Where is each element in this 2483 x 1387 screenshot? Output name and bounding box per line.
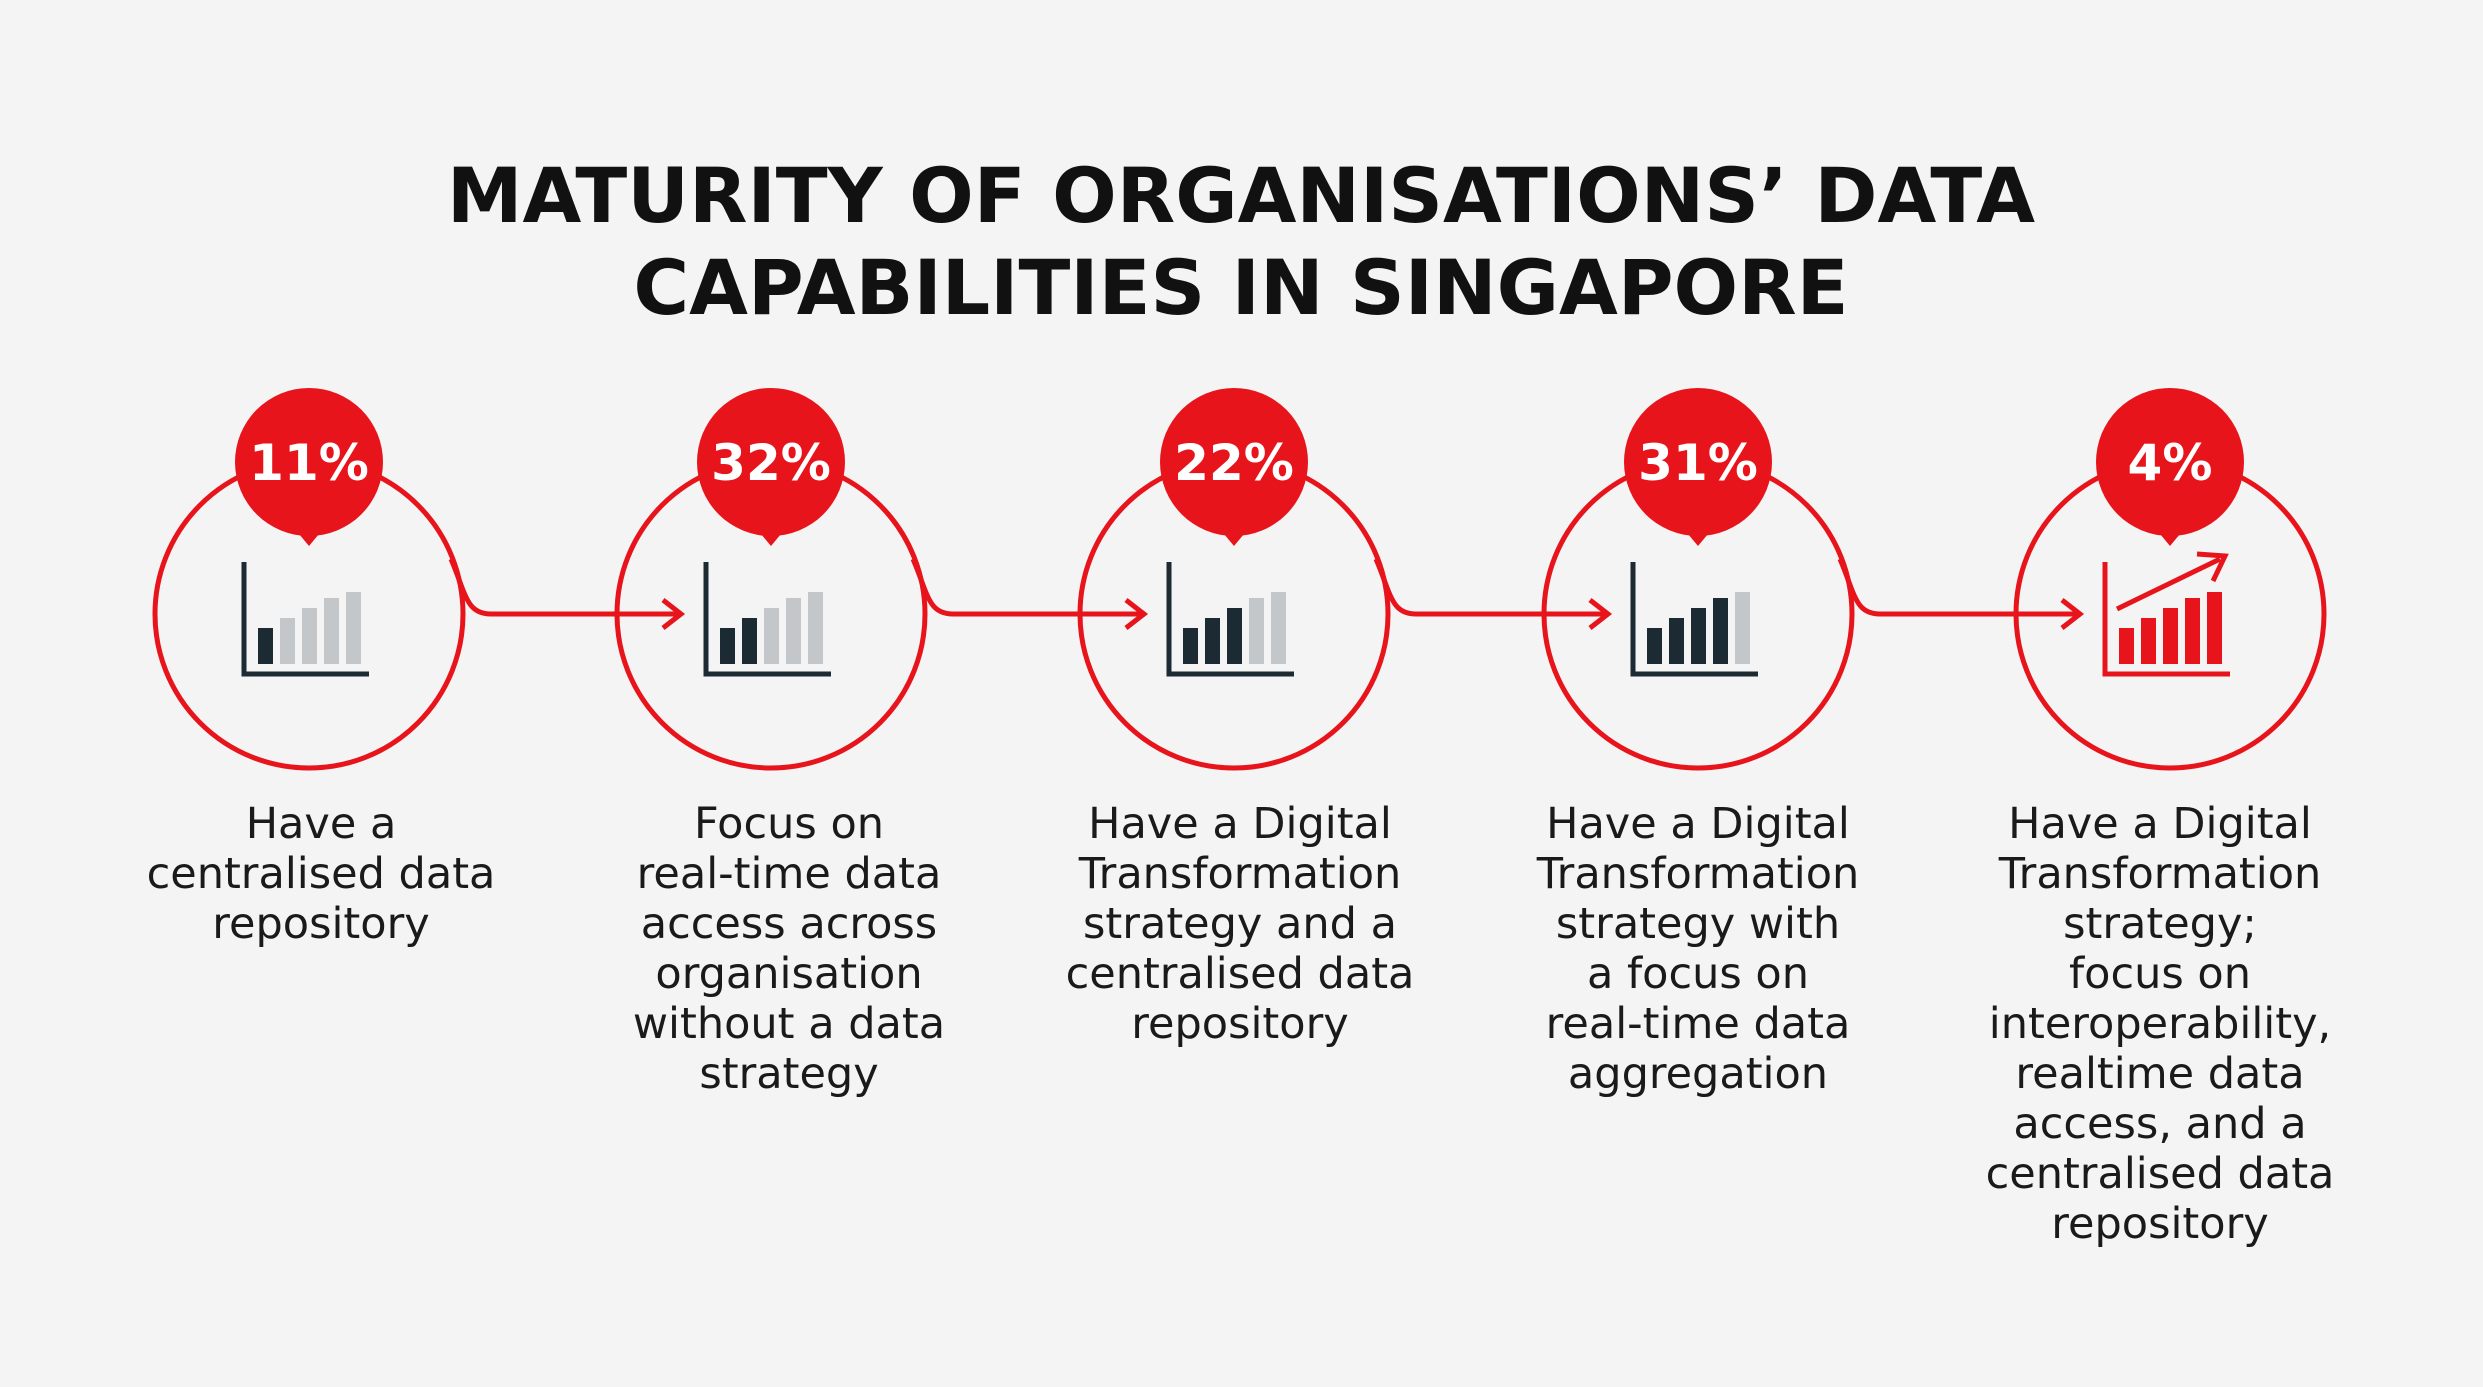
stage-description: Have a Digital (2008, 799, 2312, 849)
stage-description: access across (641, 899, 937, 949)
axis-icon (1630, 562, 1758, 677)
icon-bar (1669, 618, 1684, 664)
arrow-head (1124, 598, 1149, 630)
icon-bar (720, 628, 735, 664)
icon-bar (1271, 592, 1286, 664)
axis-icon (241, 562, 369, 677)
stage-value: 22% (1174, 434, 1294, 492)
icon-bar (2119, 628, 2134, 664)
icon-bar (786, 598, 801, 664)
icon-bar (742, 618, 757, 664)
stage-description: real-time data (1546, 999, 1851, 1049)
icon-bar (1205, 618, 1220, 664)
icon-bar (1735, 592, 1750, 664)
icon-bar (1691, 608, 1706, 664)
stage-description: Transformation (1998, 849, 2322, 899)
badge (697, 388, 845, 536)
arrow-head (2060, 598, 2085, 630)
stage-description: Transformation (1078, 849, 1402, 899)
stage-description: centralised data (1066, 949, 1415, 999)
stage-description: aggregation (1568, 1049, 1828, 1099)
badge (235, 388, 383, 536)
axis-icon (2102, 562, 2230, 677)
icon-bar (1713, 598, 1728, 664)
stage-description: Have a Digital (1546, 799, 1850, 849)
stage-description: strategy and a (1083, 899, 1397, 949)
stage-description: real-time data (637, 849, 942, 899)
stage-description: interoperability, (1989, 999, 2331, 1049)
icon-bar (808, 592, 823, 664)
stage-description: Have a Digital (1088, 799, 1392, 849)
stage-description: strategy; (2063, 899, 2257, 949)
icon-bar (2207, 592, 2222, 664)
stage-description: a focus on (1587, 949, 1809, 999)
arrow-head (1588, 598, 1613, 630)
badge (1624, 388, 1772, 536)
icon-arrow-head (2196, 551, 2229, 583)
icon-bar (2141, 618, 2156, 664)
stage-value: 31% (1638, 434, 1758, 492)
stage-description: access, and a (2013, 1099, 2306, 1149)
icon-bar (1249, 598, 1264, 664)
icon-bar (324, 598, 339, 664)
stage-description: focus on (2069, 949, 2251, 999)
stage-description: centralised data (1986, 1149, 2335, 1199)
icon-bar (346, 592, 361, 664)
arrow-head (661, 598, 686, 630)
axis-icon (703, 562, 831, 677)
stage-value: 4% (2128, 434, 2213, 492)
stage-description: repository (212, 899, 429, 949)
icon-bar (280, 618, 295, 664)
icon-bar (1183, 628, 1198, 664)
icon-bar (302, 608, 317, 664)
stage-description: organisation (655, 949, 922, 999)
stage-value: 11% (249, 434, 369, 492)
title-line: CAPABILITIES IN SINGAPORE (633, 243, 1848, 332)
icon-bar (1647, 628, 1662, 664)
stage-description: repository (1131, 999, 1348, 1049)
stage-description: Focus on (694, 799, 884, 849)
icon-bar (2163, 608, 2178, 664)
stage-value: 32% (711, 434, 831, 492)
title-line: MATURITY OF ORGANISATIONS’ DATA (447, 151, 2035, 240)
icon-bar (258, 628, 273, 664)
icon-arrow (2115, 556, 2222, 612)
icon-bar (764, 608, 779, 664)
icon-bar (2185, 598, 2200, 664)
stage-description: centralised data (147, 849, 496, 899)
stage-description: repository (2051, 1199, 2268, 1249)
stage-description: strategy (699, 1049, 878, 1099)
stage-description: realtime data (2015, 1049, 2304, 1099)
icon-bar (1227, 608, 1242, 664)
badge (1160, 388, 1308, 536)
badge (2096, 388, 2244, 536)
stage-description: Transformation (1536, 849, 1860, 899)
stage-description: Have a (246, 799, 397, 849)
axis-icon (1166, 562, 1294, 677)
stage-description: without a data (633, 999, 945, 1049)
stage-description: strategy with (1556, 899, 1840, 949)
